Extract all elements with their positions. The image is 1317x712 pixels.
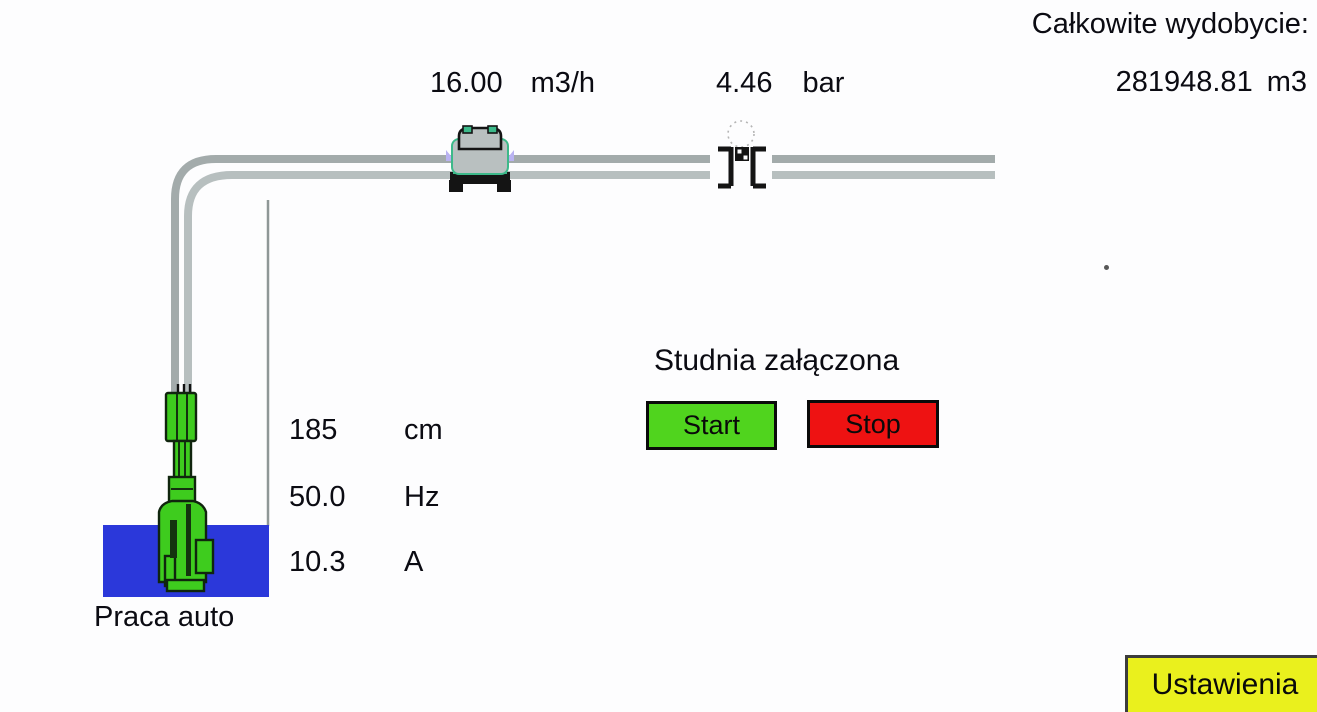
total-extraction-label: Całkowite wydobycie: [1031, 8, 1309, 40]
frequency-value: 50.0 [289, 481, 346, 513]
pressure-sensor-icon [710, 120, 772, 189]
pump-mode-label: Praca auto [94, 601, 235, 633]
well-status-text: Studnia załączona [654, 344, 900, 377]
submersible-pump-icon [157, 384, 215, 593]
check-valve-icon [446, 125, 514, 192]
settings-button[interactable]: Ustawienia [1125, 655, 1317, 712]
total-extraction-value: 281948.81 [1115, 66, 1253, 98]
pressure-unit: bar [802, 67, 845, 99]
stray-dot [1104, 265, 1109, 270]
pressure-value: 4.46 [716, 67, 773, 99]
pressure-readout: 4.46 bar [716, 67, 844, 100]
pipe [171, 155, 995, 392]
stop-button[interactable]: Stop [807, 400, 939, 448]
flow-unit: m3/h [530, 67, 596, 99]
current-unit: A [404, 546, 424, 578]
total-extraction-unit: m3 [1266, 66, 1307, 98]
well-piping-graphic [103, 120, 995, 597]
water-level-unit: cm [404, 414, 443, 446]
water-level-value: 185 [289, 414, 338, 446]
flow-value: 16.00 [430, 67, 503, 99]
start-button[interactable]: Start [646, 401, 777, 450]
current-value: 10.3 [289, 546, 346, 578]
flow-readout: 16.00 m3/h [430, 67, 595, 100]
total-extraction-readout: 281948.81 m3 [1116, 66, 1307, 99]
frequency-unit: Hz [404, 481, 440, 513]
